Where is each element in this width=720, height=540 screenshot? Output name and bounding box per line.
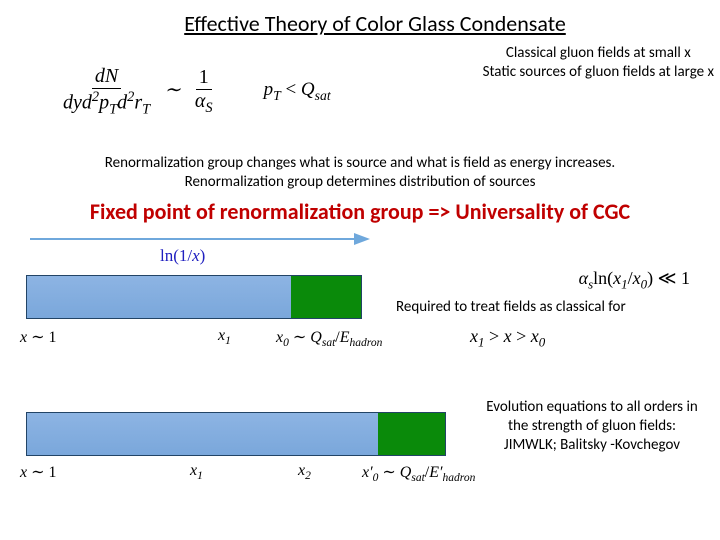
evolution-equations-caption: Evolution equations to all orders in the… [482, 398, 702, 454]
bar1-blue-segment [27, 276, 291, 318]
bar2-axis-labels: x ∼ 1 x1 x2 x′0 ∼ Qsat/E′hadron [20, 462, 580, 484]
eq-dn-dalpha: dN dyd2pTd2rT ∼ 1 αS [60, 65, 216, 119]
rg-line-1: Renormalization group changes what is so… [0, 154, 720, 173]
slide-title: Effective Theory of Color Glass Condensa… [30, 0, 720, 41]
arrow-icon [30, 232, 370, 246]
caption-line-1: Classical gluon fields at small x [483, 44, 714, 63]
bar1-green-segment [291, 276, 361, 318]
evolution-bar-2 [26, 412, 446, 456]
bar1-axis-labels: x ∼ 1 x1 x0 ∼ Qsat/Ehadron [20, 327, 520, 349]
required-text: Required to treat fields as classical fo… [396, 298, 626, 316]
x-range-condition: x1 > x > x0 [470, 326, 545, 351]
coupling-condition: αsln(x1/x0) ≪ 1 [579, 268, 690, 293]
top-right-caption: Classical gluon fields at small x Static… [483, 44, 714, 82]
bar1-label-x1: x ∼ 1 [20, 327, 57, 347]
rg-line-2: Renormalization group determines distrib… [0, 173, 720, 192]
bar2-label-x1: x1 [190, 462, 203, 482]
equation-row: dN dyd2pTd2rT ∼ 1 αS pT < Qsat [60, 65, 331, 119]
bar2-blue-segment [27, 413, 378, 455]
caption-line-2: Static sources of gluon fields at large … [483, 63, 714, 82]
bar2-label-x2: x2 [298, 462, 311, 482]
bar2-label-xs1: x ∼ 1 [20, 462, 57, 482]
bar1-label-x1sub: x1 [218, 327, 231, 347]
fixed-point-statement: Fixed point of renormalization group => … [0, 198, 720, 225]
rg-explanation: Renormalization group changes what is so… [0, 154, 720, 192]
ln-arrow [30, 232, 370, 246]
bar1-label-x0: x0 ∼ Qsat/Ehadron [276, 327, 382, 349]
evolution-bar-1 [26, 275, 362, 319]
ln-1-over-x: ln(1/x) [160, 246, 205, 266]
bar2-green-segment [378, 413, 445, 455]
bar2-label-x0p: x′0 ∼ Qsat/E′hadron [362, 462, 475, 484]
eq-pt-lt-qsat: pT < Qsat [264, 79, 331, 104]
